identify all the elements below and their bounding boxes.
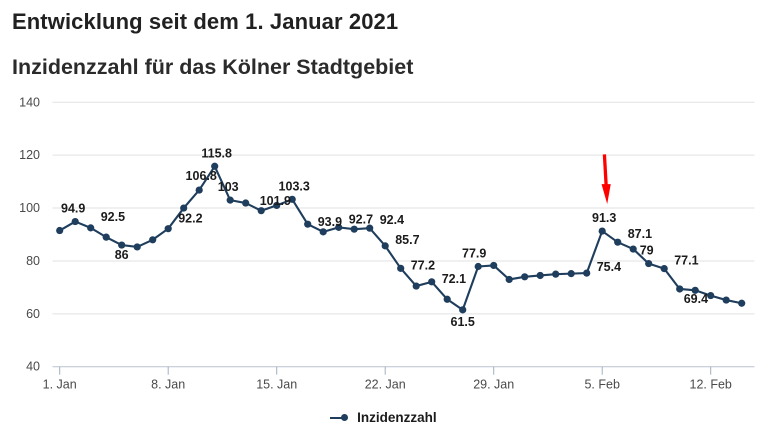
svg-text:93.9: 93.9	[318, 215, 342, 229]
svg-text:77.1: 77.1	[674, 254, 698, 268]
svg-text:22. Jan: 22. Jan	[365, 378, 406, 392]
svg-text:106.8: 106.8	[186, 169, 217, 183]
svg-text:72.1: 72.1	[442, 272, 466, 286]
svg-text:92.2: 92.2	[178, 212, 202, 226]
svg-text:29. Jan: 29. Jan	[473, 378, 514, 392]
svg-text:103: 103	[218, 180, 239, 194]
svg-text:77.2: 77.2	[411, 258, 435, 272]
svg-text:69.4: 69.4	[684, 292, 708, 306]
svg-text:100: 100	[19, 201, 40, 215]
svg-text:40: 40	[26, 360, 40, 374]
svg-text:120: 120	[19, 148, 40, 162]
svg-text:92.7: 92.7	[349, 212, 373, 226]
svg-text:8. Jan: 8. Jan	[151, 378, 185, 392]
svg-text:1. Jan: 1. Jan	[43, 378, 77, 392]
svg-text:61.5: 61.5	[451, 315, 475, 329]
svg-text:87.1: 87.1	[628, 227, 652, 241]
svg-text:115.8: 115.8	[201, 146, 232, 160]
svg-text:12. Feb: 12. Feb	[690, 378, 732, 392]
svg-text:75.4: 75.4	[597, 260, 621, 274]
svg-text:86: 86	[115, 248, 129, 262]
svg-text:77.9: 77.9	[462, 246, 486, 260]
svg-text:60: 60	[26, 307, 40, 321]
svg-text:79: 79	[640, 244, 654, 258]
svg-text:140: 140	[19, 95, 40, 109]
svg-text:94.9: 94.9	[61, 202, 85, 216]
svg-text:103.3: 103.3	[279, 179, 310, 193]
svg-text:5. Feb: 5. Feb	[584, 378, 619, 392]
svg-text:101.9: 101.9	[260, 194, 291, 208]
svg-text:85.7: 85.7	[395, 233, 419, 247]
svg-text:15. Jan: 15. Jan	[256, 378, 297, 392]
svg-text:92.4: 92.4	[380, 213, 404, 227]
svg-text:91.3: 91.3	[592, 211, 616, 225]
svg-text:80: 80	[26, 254, 40, 268]
svg-text:92.5: 92.5	[101, 210, 125, 224]
